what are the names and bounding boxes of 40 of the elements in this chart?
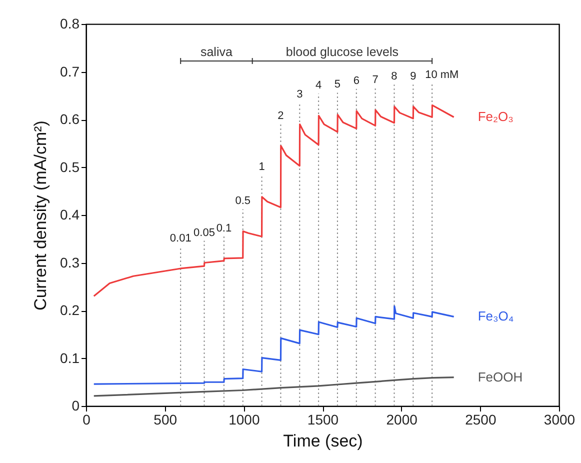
- x-tick-label: 2000: [386, 412, 418, 428]
- x-tick-label: 1000: [228, 412, 260, 428]
- annotation: 0.05: [194, 226, 215, 239]
- annotation: 3: [296, 88, 303, 100]
- annotation: 8: [391, 70, 398, 83]
- series-label: FeOOH: [478, 369, 523, 384]
- annotation: 1: [258, 160, 265, 173]
- annotation: 10 mM: [425, 69, 459, 82]
- x-tick-label: 3000: [544, 412, 576, 428]
- y-tick-label: 0.6: [60, 111, 80, 127]
- y-tick-label: 0.8: [60, 16, 80, 32]
- y-tick-label: 0.1: [60, 350, 80, 366]
- x-tick-label: 1500: [307, 412, 339, 428]
- annotation: blood glucose levels: [286, 45, 398, 59]
- y-tick-label: 0.4: [60, 206, 80, 222]
- x-tick-label: 0: [82, 412, 91, 428]
- line-series: [93, 376, 455, 397]
- x-tick-label: 2500: [465, 412, 496, 428]
- annotation: 7: [372, 74, 378, 86]
- x-axis-title: Time (sec): [283, 432, 363, 450]
- y-tick-label: 0.2: [60, 302, 80, 318]
- annotation: saliva: [200, 45, 232, 59]
- annotation: 0.01: [170, 232, 192, 244]
- line-series: [93, 104, 455, 297]
- annotation: 6: [353, 74, 360, 87]
- line-series: [93, 305, 455, 385]
- series-label: Fe₃O₄: [478, 308, 514, 324]
- y-axis-title: Current density (mA/cm²): [31, 120, 50, 310]
- annotation: 5: [334, 78, 341, 91]
- x-tick-label: 500: [154, 412, 178, 428]
- annotation: 2: [278, 110, 284, 122]
- y-tick-label: 0: [72, 398, 80, 414]
- y-tick-label: 0.7: [60, 63, 80, 80]
- annotation: 0.1: [216, 222, 232, 234]
- y-tick-label: 0.5: [60, 158, 80, 175]
- y-tick-label: 0.3: [60, 254, 80, 270]
- annotation: 0.5: [235, 195, 251, 208]
- series-label: Fe₂O₃: [478, 109, 514, 124]
- annotation: 9: [410, 70, 416, 83]
- annotation: 4: [315, 80, 322, 92]
